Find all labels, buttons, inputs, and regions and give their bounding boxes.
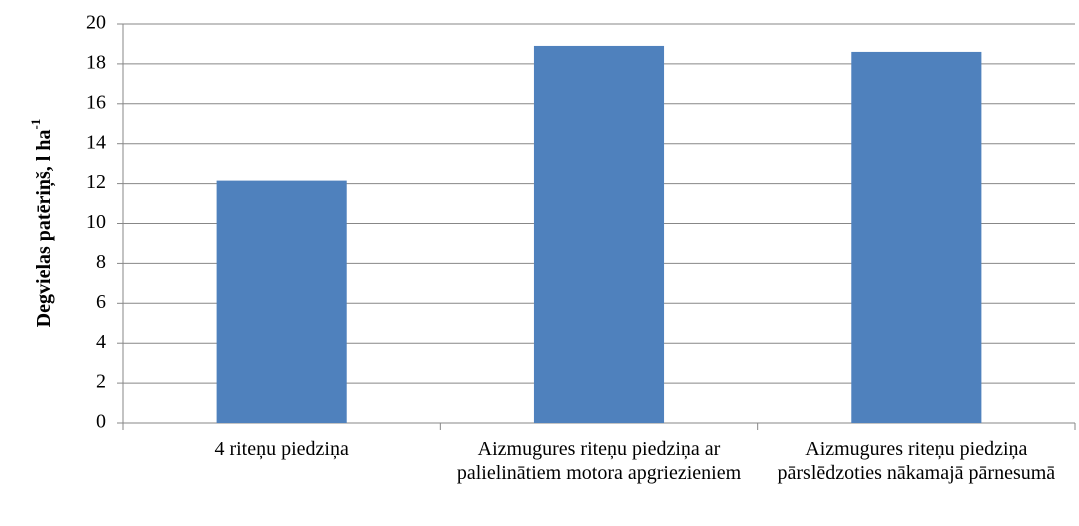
y-axis-label-sup: -1	[28, 119, 43, 130]
y-tick-label: 4	[96, 331, 106, 353]
y-tick-label: 8	[96, 251, 106, 273]
y-axis-label: Degvielas patēriņš, l ha-1	[28, 119, 56, 328]
y-tick-label: 0	[96, 411, 106, 433]
y-tick-label: 20	[86, 12, 106, 34]
y-tick-label: 6	[96, 291, 106, 313]
y-tick-label: 2	[96, 371, 106, 393]
y-tick-label: 10	[86, 211, 106, 233]
y-tick-label: 16	[86, 91, 106, 113]
bar	[851, 51, 982, 424]
x-tick-label: Aizmugures riteņu piedziņa ar palielināt…	[456, 438, 742, 484]
x-tick-label: Aizmugures riteņu piedziņa pārslēdzoties…	[777, 438, 1056, 484]
bar	[533, 45, 665, 423]
bar	[216, 180, 347, 423]
x-tick-label: 4 riteņu piedziņa	[214, 438, 349, 460]
y-tick-label: 14	[86, 131, 106, 153]
y-axis-label-text: Degvielas patēriņš, l ha	[33, 130, 56, 328]
y-tick-label: 18	[86, 51, 106, 73]
y-tick-label: 12	[86, 171, 106, 193]
